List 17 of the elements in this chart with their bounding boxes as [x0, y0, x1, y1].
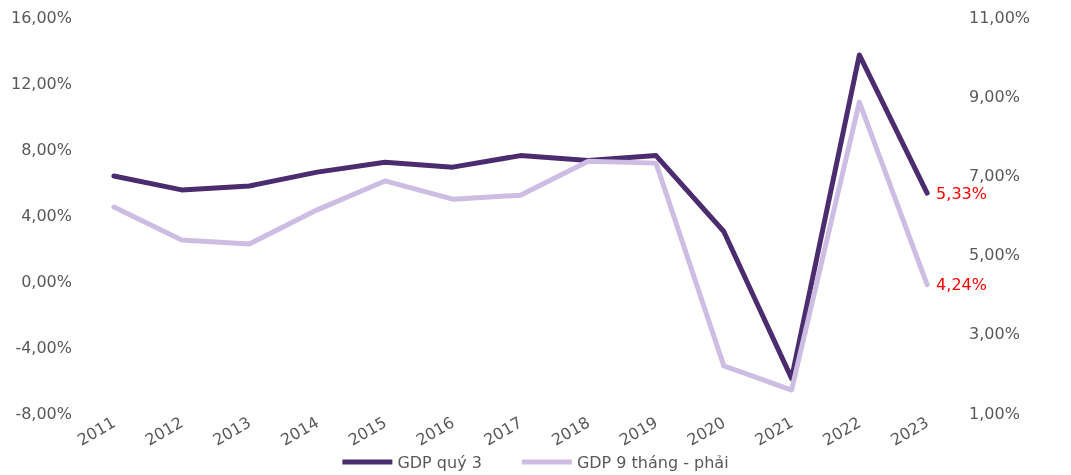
- y2-tick-label: 7,00%: [969, 165, 1020, 185]
- y2-tick-label: 9,00%: [969, 86, 1020, 106]
- y2-tick-label: 11,00%: [969, 7, 1031, 27]
- legend-label: GDP quý 3: [397, 452, 482, 472]
- data-label: 4,24%: [936, 275, 987, 295]
- y-tick-label: 4,00%: [21, 205, 72, 225]
- y-tick-label: 16,00%: [10, 7, 72, 27]
- y-tick-label: 0,00%: [21, 271, 72, 291]
- y2-tick-label: 5,00%: [969, 245, 1020, 265]
- y2-tick-label: 1,00%: [969, 403, 1020, 423]
- legend-label: GDP 9 tháng - phải: [576, 452, 729, 472]
- y-tick-label: -4,00%: [15, 337, 72, 357]
- y-tick-label: -8,00%: [15, 403, 72, 423]
- y-tick-label: 8,00%: [21, 139, 72, 159]
- y2-tick-label: 3,00%: [969, 324, 1020, 344]
- y-tick-label: 12,00%: [10, 73, 72, 93]
- data-label: 5,33%: [936, 183, 987, 203]
